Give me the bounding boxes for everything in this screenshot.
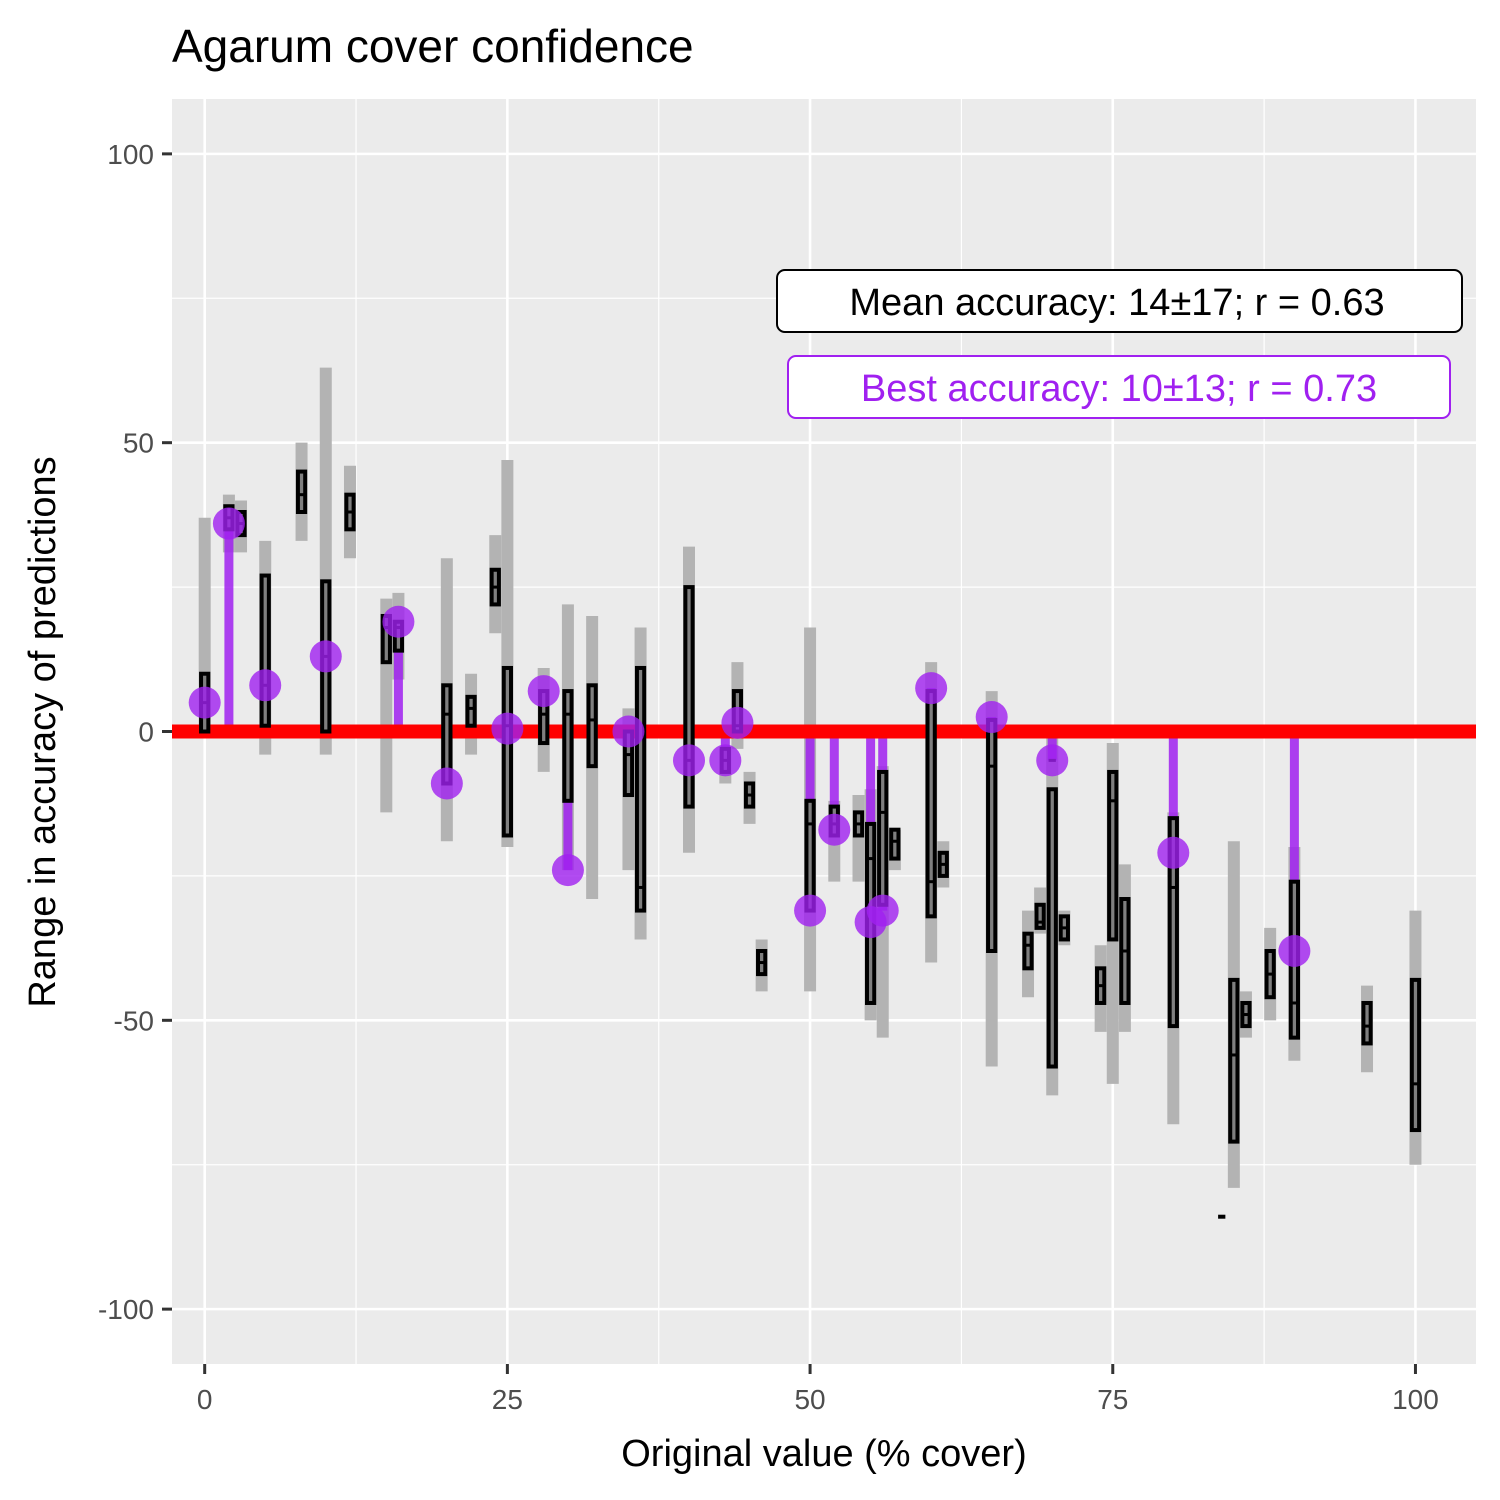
best-point — [1036, 744, 1069, 777]
mean-accuracy-label: Mean accuracy: 14±17; r = 0.63 — [849, 282, 1384, 324]
box — [986, 717, 998, 953]
y-tick-label: 0 — [138, 717, 154, 748]
best-point — [612, 715, 645, 748]
box — [1107, 769, 1119, 942]
box — [804, 798, 816, 913]
box — [586, 683, 598, 769]
best-point — [866, 894, 899, 927]
box — [465, 694, 477, 728]
best-point — [188, 686, 221, 719]
box — [1034, 902, 1046, 930]
best-point — [309, 640, 342, 673]
best-point — [709, 744, 742, 777]
box — [295, 469, 308, 515]
x-axis-title: Original value (% cover) — [621, 1433, 1026, 1475]
x-tick-label: 100 — [1392, 1384, 1439, 1415]
best-point — [818, 813, 851, 846]
box — [1361, 1000, 1373, 1046]
y-tick-label: 100 — [107, 139, 154, 170]
best-point — [721, 706, 754, 739]
axis-layer: 100 50 0 -50 -100 0 25 50 75 100 — [98, 139, 1439, 1415]
box — [889, 827, 901, 861]
best-point — [975, 701, 1008, 734]
chart-title: Agarum cover confidence — [172, 20, 694, 72]
best-point — [249, 669, 282, 702]
annotation-layer: Mean accuracy: 14±17; r = 0.63 Best accur… — [776, 269, 1463, 419]
x-tick-label: 0 — [197, 1384, 213, 1415]
best-accuracy-label-box — [787, 355, 1451, 419]
box — [562, 689, 574, 803]
best-point — [551, 854, 584, 887]
box — [259, 573, 271, 728]
best-point — [1157, 836, 1190, 869]
best-point — [794, 894, 827, 927]
box — [1046, 787, 1058, 1069]
x-tick-label: 75 — [1097, 1384, 1128, 1415]
best-point — [672, 744, 705, 777]
best-point — [1278, 934, 1311, 967]
mean-accuracy-label-box — [776, 269, 1463, 333]
x-tick-label: 50 — [794, 1384, 825, 1415]
y-tick-label: -50 — [114, 1005, 154, 1036]
x-tick-label: 25 — [492, 1384, 523, 1415]
box — [501, 665, 514, 838]
y-tick-label: -100 — [98, 1294, 154, 1325]
best-point — [382, 605, 415, 638]
y-axis-title: Range in accuracy of predictions — [22, 456, 64, 1007]
y-tick-label: 50 — [123, 428, 154, 459]
best-point — [491, 712, 524, 745]
box — [634, 665, 647, 913]
best-point — [212, 507, 245, 540]
best-accuracy-label: Best accuracy: 10±13; r = 0.73 — [861, 368, 1377, 410]
best-point-layer — [188, 507, 1311, 967]
best-point — [527, 675, 560, 708]
box — [1022, 931, 1034, 971]
best-point — [430, 767, 463, 800]
best-point — [915, 672, 948, 705]
box — [1228, 977, 1240, 1144]
box — [877, 769, 889, 907]
box — [1167, 816, 1179, 1029]
box — [683, 585, 695, 809]
box — [1409, 977, 1422, 1133]
